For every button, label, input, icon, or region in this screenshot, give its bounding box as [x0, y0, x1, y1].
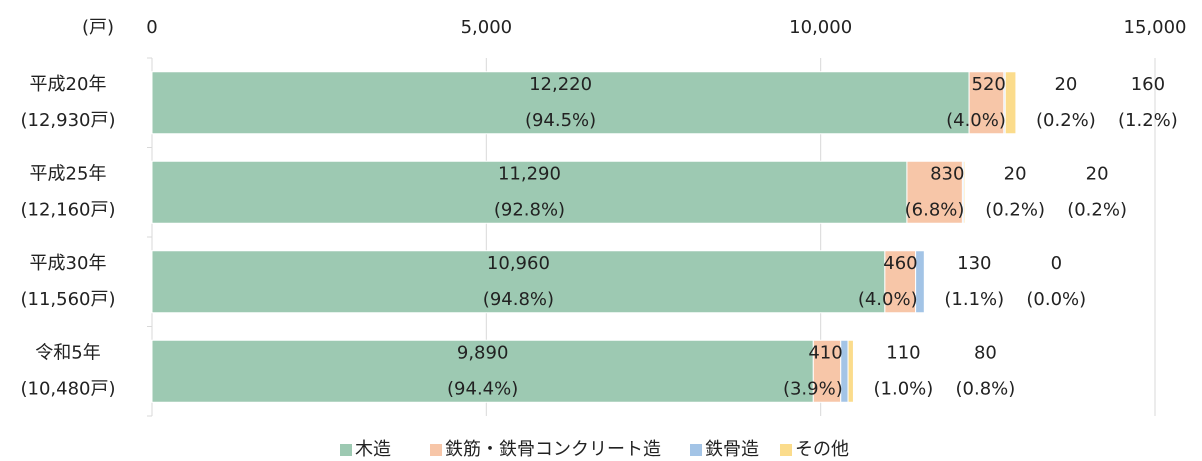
bar-segment [847, 339, 854, 403]
value-label: 20 [1004, 163, 1027, 184]
value-label: 20 [1086, 163, 1109, 184]
bar-segment [884, 250, 917, 314]
legend-label: 鉄骨造 [705, 439, 759, 460]
y-category-label: 令和5年 [35, 342, 100, 363]
value-label: 12,220 [529, 74, 592, 95]
percent-label: (0.0%) [1026, 289, 1086, 310]
legend-swatch [340, 444, 352, 456]
bar-segment [968, 71, 1005, 135]
x-tick-label: 15,000 [1124, 17, 1187, 38]
percent-label: (92.8%) [494, 199, 565, 220]
legend-swatch [430, 444, 442, 456]
percent-label: (0.2%) [985, 199, 1045, 220]
bar-segment [1004, 71, 1017, 135]
axis-unit-label: (戸) [82, 17, 114, 38]
bar-segment [151, 160, 908, 224]
value-label: 160 [1131, 74, 1165, 95]
legend-label: その他 [795, 439, 849, 460]
y-category-sublabel: (11,560戸) [20, 289, 115, 310]
value-label: 11,290 [498, 163, 561, 184]
y-category-label: 平成30年 [30, 253, 107, 274]
percent-label: (4.0%) [858, 289, 918, 310]
value-label: 520 [972, 74, 1006, 95]
percent-label: (94.5%) [525, 110, 596, 131]
value-label: 0 [1051, 253, 1062, 274]
legend-label: 鉄筋・鉄骨コンクリート造 [445, 439, 661, 460]
y-category-sublabel: (12,930戸) [20, 110, 115, 131]
percent-label: (6.8%) [905, 199, 965, 220]
y-category-sublabel: (10,480戸) [20, 378, 115, 399]
percent-label: (1.1%) [944, 289, 1004, 310]
percent-label: (94.8%) [483, 289, 554, 310]
bar-segment [906, 160, 963, 224]
value-label: 20 [1054, 74, 1077, 95]
y-category-label: 平成25年 [30, 163, 107, 184]
percent-label: (1.0%) [874, 378, 934, 399]
bar-segment [151, 250, 886, 314]
value-label: 130 [957, 253, 991, 274]
value-label: 460 [883, 253, 917, 274]
bar-segment [915, 250, 925, 314]
value-label: 9,890 [457, 342, 509, 363]
value-label: 410 [808, 342, 842, 363]
legend-swatch [780, 444, 792, 456]
percent-label: (4.0%) [946, 110, 1006, 131]
percent-label: (3.9%) [783, 378, 843, 399]
y-category-label: 平成20年 [30, 74, 107, 95]
value-label: 110 [886, 342, 920, 363]
percent-label: (1.2%) [1118, 110, 1178, 131]
bar-segment [151, 71, 970, 135]
x-tick-label: 5,000 [461, 17, 513, 38]
percent-label: (0.2%) [1036, 110, 1096, 131]
bar-segment [963, 160, 966, 224]
x-tick-label: 0 [146, 17, 157, 38]
x-tick-label: 10,000 [789, 17, 852, 38]
value-label: 830 [930, 163, 964, 184]
y-category-sublabel: (12,160戸) [20, 199, 115, 220]
percent-label: (0.8%) [956, 378, 1016, 399]
percent-label: (94.4%) [447, 378, 518, 399]
legend-label: 木造 [355, 439, 391, 460]
legend-swatch [690, 444, 702, 456]
percent-label: (0.2%) [1067, 199, 1127, 220]
value-label: 10,960 [487, 253, 550, 274]
value-label: 80 [974, 342, 997, 363]
bar-segment [151, 339, 814, 403]
